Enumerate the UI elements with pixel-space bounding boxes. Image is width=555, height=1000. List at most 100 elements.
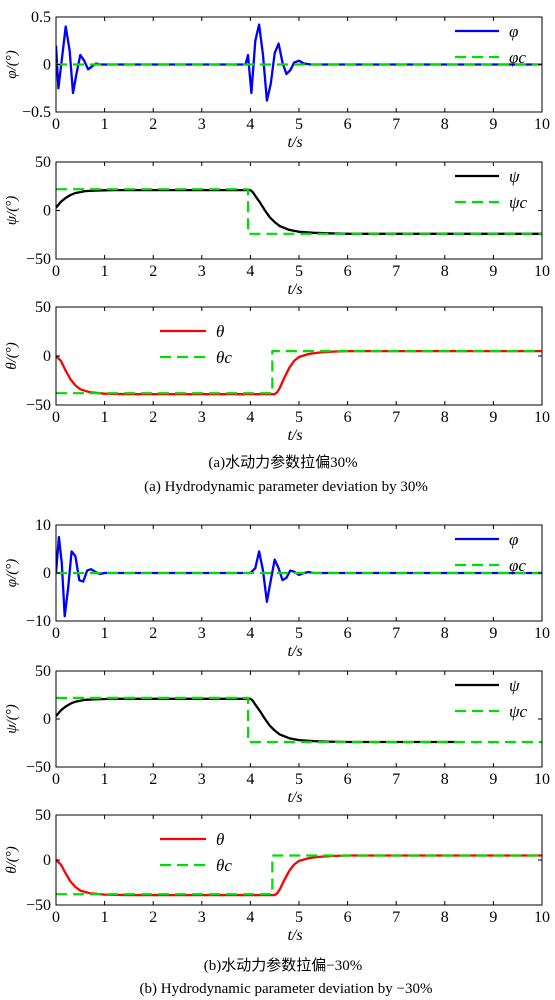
x-tick-label: 1 (101, 625, 109, 642)
x-tick-label: 2 (149, 909, 157, 926)
legend: θ θc (160, 830, 232, 875)
y-axis-label: ψ/(°) (4, 704, 20, 733)
x-tick-label: 5 (295, 263, 303, 280)
y-axis-label: θ/(°) (4, 342, 20, 370)
legend-label: φc (509, 556, 526, 575)
x-tick-label: 2 (149, 771, 157, 788)
x-tick-label: 8 (441, 263, 449, 280)
legend-label: φ (509, 22, 518, 41)
y-tick-label: 0 (43, 348, 51, 365)
legend-label: ψ (509, 167, 520, 186)
x-tick-label: 6 (344, 116, 352, 133)
x-tick-label: 6 (344, 771, 352, 788)
x-tick-label: 5 (295, 409, 303, 426)
x-tick-label: 8 (441, 909, 449, 926)
legend-label: ψ (509, 676, 520, 695)
x-tick-label: 3 (198, 263, 206, 280)
x-tick-label: 4 (246, 625, 254, 642)
series-line-response (56, 854, 542, 897)
legend: ψ ψc (455, 676, 528, 721)
y-tick-label: 0 (43, 57, 51, 74)
x-tick-label: 5 (295, 625, 303, 642)
y-tick-label: −50 (26, 897, 51, 914)
series-group (56, 23, 542, 102)
x-tick-label: 9 (489, 771, 497, 788)
series-line-response (56, 535, 542, 618)
x-tick-label: 1 (101, 116, 109, 133)
x-axis-label: t/s (287, 281, 302, 298)
y-tick-label: 50 (35, 154, 51, 171)
x-tick-label: 4 (246, 909, 254, 926)
x-tick-label: 4 (246, 771, 254, 788)
x-tick-label: 3 (198, 409, 206, 426)
series-line-response (56, 23, 542, 102)
x-axis-label: t/s (287, 643, 302, 660)
x-tick-label: 5 (295, 116, 303, 133)
x-tick-label: 6 (344, 625, 352, 642)
series-line-command (56, 188, 542, 235)
series-line-command (56, 696, 542, 744)
series-line-response (56, 188, 542, 235)
chart-a-1: 0 1 2 3 4 5 6 7 8 9 10t/s0.50−0.5φ/(°)φφc (4, 9, 550, 151)
caption-a-cn: (a)水动力参数拉偏30% (208, 454, 357, 471)
x-tick-label: 10 (534, 116, 550, 133)
y-tick-label: 0.5 (31, 9, 51, 26)
x-tick-label: 8 (441, 116, 449, 133)
y-tick-label: 50 (35, 299, 51, 316)
y-tick-label: 10 (35, 517, 51, 534)
x-tick-label: 10 (534, 909, 550, 926)
x-tick-label: 8 (441, 409, 449, 426)
y-tick-label: −50 (26, 759, 51, 776)
x-tick-label: 8 (441, 625, 449, 642)
x-tick-label: 4 (246, 409, 254, 426)
x-tick-label: 1 (101, 409, 109, 426)
x-tick-label: 1 (101, 909, 109, 926)
x-tick-label: 9 (489, 625, 497, 642)
series-group (56, 349, 542, 396)
x-tick-label: 9 (489, 263, 497, 280)
legend-label: φc (509, 48, 526, 67)
series-group (56, 696, 542, 744)
legend-label: φ (509, 530, 518, 549)
y-tick-label: 0 (43, 203, 51, 220)
x-tick-label: 10 (534, 409, 550, 426)
x-tick-label: 6 (344, 909, 352, 926)
caption-b-en: (b) Hydrodynamic parameter deviation by … (140, 981, 433, 997)
x-tick-label: 10 (534, 771, 550, 788)
series-group (56, 535, 542, 618)
legend: φ φc (455, 530, 526, 575)
x-axis-label: t/s (287, 427, 302, 444)
legend: φ φc (455, 22, 526, 67)
x-tick-label: 2 (149, 116, 157, 133)
y-tick-label: −10 (26, 613, 51, 630)
legend-label: ψc (509, 702, 528, 721)
x-tick-label: 7 (392, 909, 400, 926)
y-axis-label: φ/(°) (4, 559, 20, 587)
series-line-command (56, 854, 542, 896)
y-tick-label: −0.5 (22, 104, 51, 121)
x-tick-label: 9 (489, 409, 497, 426)
legend-label: θc (216, 856, 232, 875)
x-tick-label: 7 (392, 116, 400, 133)
x-tick-label: 9 (489, 909, 497, 926)
y-tick-label: 0 (43, 711, 51, 728)
y-tick-label: 50 (35, 807, 51, 824)
x-tick-label: 5 (295, 771, 303, 788)
x-tick-label: 3 (198, 625, 206, 642)
x-tick-label: 3 (198, 909, 206, 926)
x-tick-label: 2 (149, 263, 157, 280)
x-tick-label: 10 (534, 625, 550, 642)
y-tick-label: 0 (43, 852, 51, 869)
x-tick-label: 9 (489, 116, 497, 133)
series-line-command (56, 350, 542, 395)
x-tick-label: 8 (441, 771, 449, 788)
series-group (56, 854, 542, 897)
x-tick-label: 7 (392, 263, 400, 280)
